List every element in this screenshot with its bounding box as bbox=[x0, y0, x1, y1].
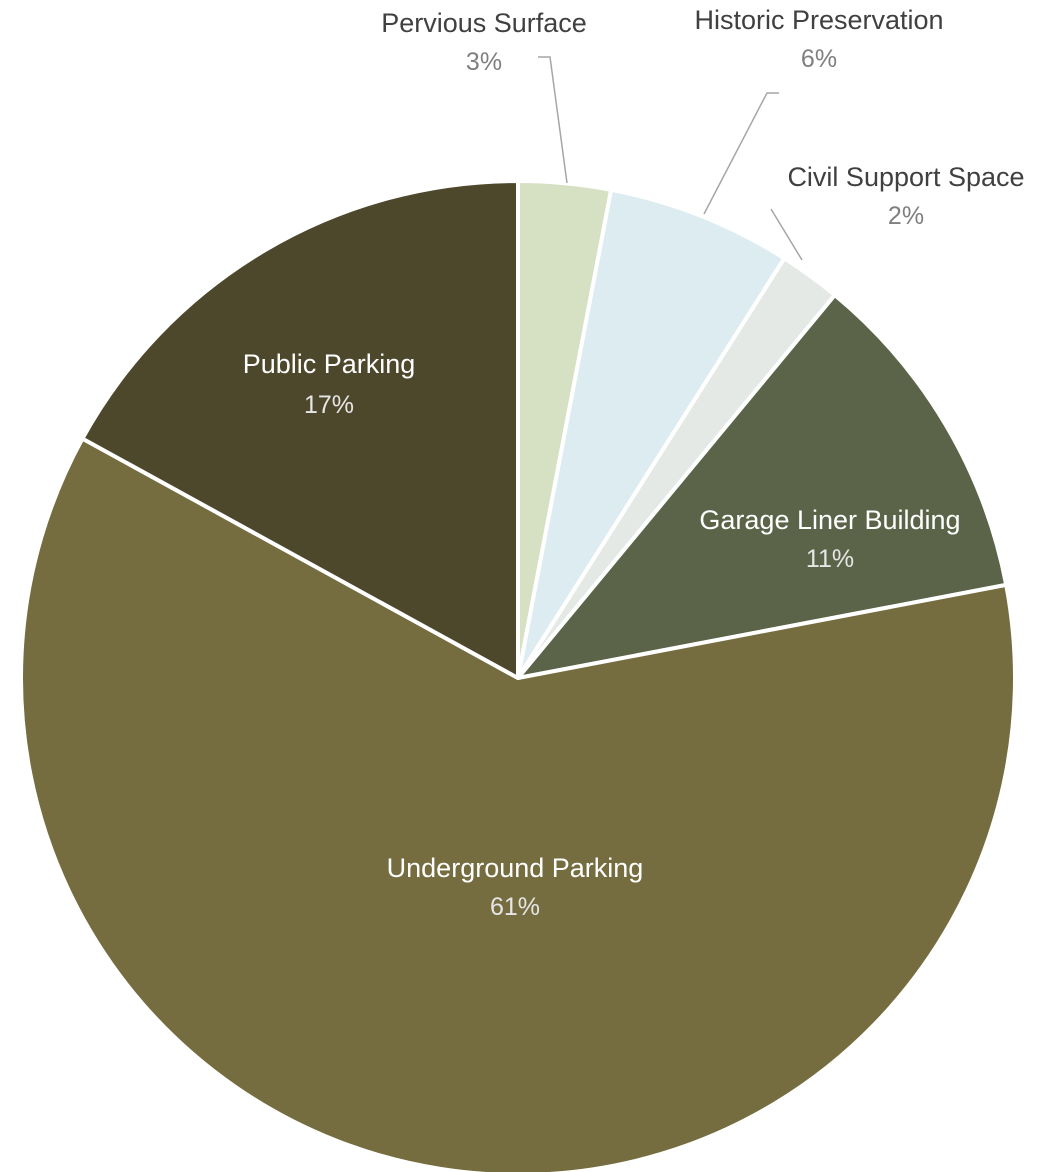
leader-line-historic-preservation bbox=[703, 92, 779, 215]
slice-value-garage-liner-building: 11% bbox=[806, 545, 854, 573]
slice-underground-parking bbox=[19, 436, 1018, 1172]
slice-value-pervious-surface: 3% bbox=[466, 48, 502, 76]
slice-labels: Pervious Surface 3% Historic Preservation 6… bbox=[243, 5, 1025, 921]
slice-value-historic-preservation: 6% bbox=[801, 45, 837, 73]
pie-slices bbox=[19, 179, 1018, 1172]
leader-lines bbox=[538, 56, 803, 261]
slice-value-civil-support-space: 2% bbox=[888, 202, 924, 230]
slice-label-public-parking: Public Parking bbox=[243, 349, 416, 379]
leader-line-pervious-surface bbox=[538, 56, 568, 184]
slice-label-pervious-surface: Pervious Surface bbox=[381, 8, 587, 38]
slice-label-underground-parking: Underground Parking bbox=[387, 853, 644, 883]
slice-garage-liner-building bbox=[516, 293, 1009, 680]
slice-historic-preservation bbox=[516, 187, 787, 680]
slice-value-underground-parking: 61% bbox=[490, 893, 540, 921]
slice-label-civil-support-space: Civil Support Space bbox=[787, 162, 1024, 192]
slice-label-historic-preservation: Historic Preservation bbox=[694, 5, 943, 35]
slice-value-public-parking: 17% bbox=[304, 391, 354, 419]
slice-public-parking bbox=[80, 179, 520, 680]
slice-label-garage-liner-building: Garage Liner Building bbox=[699, 505, 960, 535]
leader-line-civil-support-space bbox=[770, 208, 803, 261]
